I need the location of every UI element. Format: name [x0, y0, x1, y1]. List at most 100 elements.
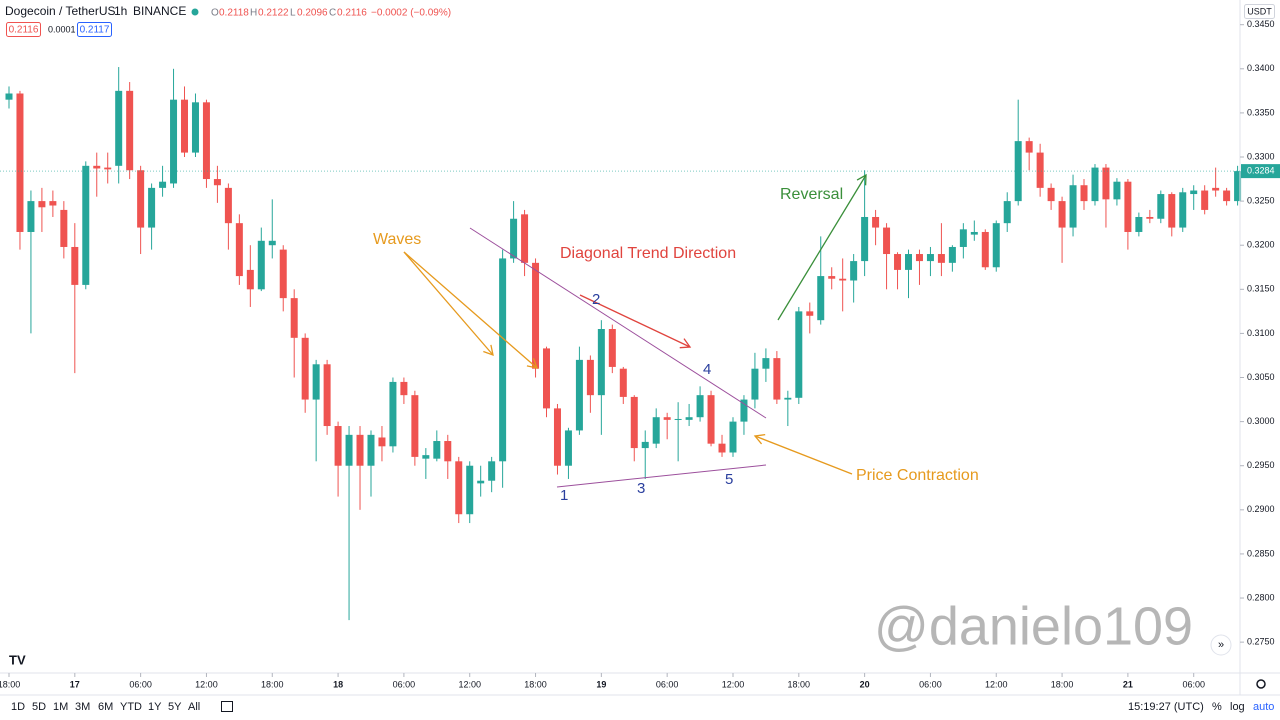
- ohlc-value: 0.2118: [219, 8, 249, 19]
- candle-body: [1058, 201, 1066, 228]
- auto-toggle[interactable]: auto: [1253, 701, 1274, 713]
- bid[interactable]: 0.2116: [9, 25, 39, 36]
- candle-body: [740, 399, 748, 422]
- ask-box[interactable]: [77, 22, 112, 37]
- candle-body: [970, 231, 978, 235]
- candle-body: [707, 395, 715, 444]
- candle-body: [170, 99, 178, 184]
- candle-body: [1234, 171, 1242, 202]
- symbol: Dogecoin / TetherUS: [5, 4, 116, 18]
- candle: [674, 402, 682, 462]
- arrow: [403, 251, 494, 357]
- x-tick-label: 19: [596, 679, 606, 689]
- candle-body: [894, 254, 902, 270]
- candles: [5, 67, 1242, 621]
- candle: [312, 359, 320, 462]
- y-tick-label: 0.3100: [1247, 328, 1275, 338]
- candle: [93, 152, 101, 197]
- candle-body: [159, 181, 167, 188]
- candle: [740, 395, 748, 435]
- date-range-icon[interactable]: [221, 701, 233, 712]
- candle-body: [235, 223, 243, 277]
- candle-body: [93, 165, 101, 169]
- wave-point: 5: [725, 471, 733, 488]
- x-tick-label: 12:00: [458, 679, 481, 689]
- last-price-box: [1241, 164, 1280, 179]
- candle: [817, 236, 825, 325]
- candle-body: [246, 269, 254, 290]
- candle: [246, 245, 254, 307]
- candle-body: [784, 397, 792, 400]
- candle: [1157, 190, 1165, 224]
- candle: [543, 346, 551, 418]
- candle: [235, 214, 243, 285]
- ohlc-key: C: [329, 8, 336, 19]
- candle: [1080, 179, 1088, 210]
- scroll-icon[interactable]: »: [1218, 639, 1224, 651]
- candle-body: [1223, 190, 1231, 202]
- x-tick-label: 21: [1123, 679, 1133, 689]
- interval: 1h: [114, 4, 127, 18]
- range-button[interactable]: 1D: [11, 701, 25, 713]
- candle: [850, 254, 858, 303]
- candle: [49, 190, 57, 217]
- arrow: [403, 251, 539, 369]
- range-button[interactable]: All: [188, 701, 200, 713]
- y-tick-label: 0.3250: [1247, 195, 1275, 205]
- candle-body: [137, 170, 145, 228]
- ask[interactable]: 0.2117: [80, 25, 110, 36]
- candle-body: [883, 227, 891, 255]
- candle: [279, 245, 287, 312]
- range-button[interactable]: 5D: [32, 701, 46, 713]
- range-button[interactable]: 6M: [98, 701, 113, 713]
- candle: [652, 408, 660, 449]
- candle-body: [334, 426, 342, 466]
- candle-body: [564, 430, 572, 466]
- bid-box[interactable]: [6, 22, 41, 37]
- candle: [290, 289, 298, 378]
- y-tick-label: 0.3000: [1247, 416, 1275, 426]
- candle-body: [926, 254, 934, 262]
- candle-body: [389, 381, 397, 447]
- candle-body: [367, 434, 375, 466]
- candle: [861, 170, 869, 277]
- range-button[interactable]: YTD: [120, 701, 142, 713]
- candle-body: [290, 298, 298, 338]
- annotation: Price Contraction: [856, 467, 979, 484]
- candle: [191, 93, 199, 158]
- candle: [301, 333, 309, 413]
- ohlc-change: −0.0002 (−0.09%): [371, 8, 451, 19]
- candle: [707, 390, 715, 447]
- candle-body: [16, 93, 24, 232]
- log-toggle[interactable]: log: [1230, 701, 1245, 713]
- candle: [630, 395, 638, 462]
- candle-body: [1135, 216, 1143, 232]
- settings-icon[interactable]: [1256, 679, 1266, 689]
- scroll-button[interactable]: [1210, 634, 1232, 656]
- range-button[interactable]: 3M: [75, 701, 90, 713]
- candle: [1135, 212, 1143, 237]
- candle: [685, 403, 693, 427]
- candle-body: [597, 329, 605, 396]
- percent-toggle[interactable]: %: [1212, 701, 1222, 713]
- candle-body: [477, 480, 485, 484]
- candle: [159, 165, 167, 197]
- candle-body: [301, 337, 309, 400]
- currency[interactable]: USDT: [1247, 6, 1272, 16]
- arrow: [579, 294, 692, 349]
- candle-body: [455, 461, 463, 515]
- candle: [575, 346, 583, 435]
- range-button[interactable]: 1M: [53, 701, 68, 713]
- candle-body: [718, 443, 726, 453]
- candle: [433, 430, 441, 462]
- candle: [1091, 164, 1099, 206]
- range-button[interactable]: 5Y: [168, 701, 182, 713]
- candle: [553, 403, 561, 475]
- currency-box[interactable]: [1244, 4, 1275, 19]
- candle-body: [521, 214, 529, 263]
- candle-body: [191, 102, 199, 153]
- ohlc-key: H: [250, 8, 257, 19]
- range-button[interactable]: 1Y: [148, 701, 162, 713]
- candle-body: [1168, 194, 1176, 228]
